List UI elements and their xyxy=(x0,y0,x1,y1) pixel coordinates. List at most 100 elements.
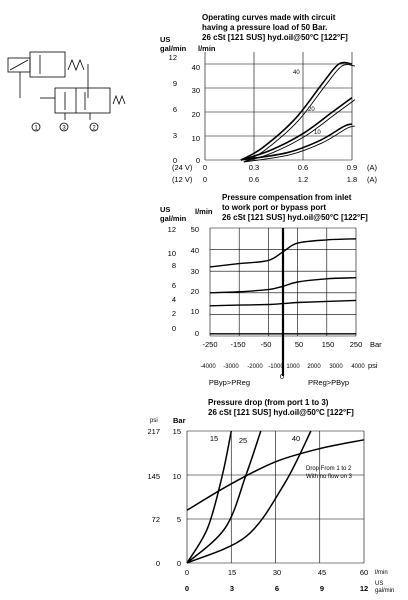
chart2-title-line2: to work port or bypass port xyxy=(222,203,326,212)
chart3-x-lmin-tick: 30 xyxy=(273,568,281,577)
chart3-title-line2: 26 cSt [121 SUS] hyd.oil@50°C [122°F] xyxy=(208,408,354,417)
spool-block xyxy=(54,87,111,114)
chart1-yleft-tick: 9 xyxy=(173,79,177,88)
chart1-x-secondary-tick: 1.2 xyxy=(298,175,308,184)
chart3-ypsi-tick: 145 xyxy=(147,472,160,481)
pressure-drop-chart: Pressure drop (from port 1 to 3) 26 cSt … xyxy=(147,398,394,594)
chart2-yright-tick: 30 xyxy=(191,267,199,276)
chart3-ybar-tick: 15 xyxy=(173,427,181,436)
chart2-x-psi-tick: -2000 xyxy=(247,364,263,370)
chart3-ybar-tick: 10 xyxy=(173,472,181,481)
port-circle-3 xyxy=(59,122,69,132)
chart1-series-line xyxy=(240,123,353,161)
chart3-x-gal-tick: 12 xyxy=(360,584,368,593)
chart2-x-psi-tick: -3000 xyxy=(223,364,239,370)
chart2-yright-tick: 50 xyxy=(191,225,199,234)
chart2-yleft-tick: 0 xyxy=(172,324,176,333)
chart3-ylabel-bar: Bar xyxy=(173,416,186,425)
chart3-annotation-line2: With no flow on 3 xyxy=(306,474,353,480)
port-label-2: 2 xyxy=(92,126,96,132)
valve-schematic xyxy=(7,51,126,132)
chart2-left-region-label: PByp>PReg xyxy=(209,378,250,387)
chart2-x-bar-unit: Bar xyxy=(370,340,382,349)
chart2-x-bar-tick: 250 xyxy=(350,340,363,349)
chart3-series-line xyxy=(186,430,262,564)
chart3-x-gal-tick: 3 xyxy=(230,584,234,593)
chart1-ylabel-right: l/min xyxy=(198,44,216,53)
chart3-series-line xyxy=(186,439,365,511)
chart1-x-secondary-tick: 0 xyxy=(203,175,207,184)
chart2-yleft-tick: 4 xyxy=(172,295,176,304)
chart2-x-zero-label: 0 xyxy=(280,372,284,381)
chart2-ylabel-right: l/min xyxy=(195,207,213,216)
chart1-series-line xyxy=(240,96,353,161)
pressure-compensation-chart: Pressure compensation from inlet to work… xyxy=(160,193,382,387)
chart1-ylabel-left-line1: US xyxy=(160,35,170,44)
chart2-x-psi-tick: 1000 xyxy=(286,364,300,370)
chart2-right-region-label: PReg>PByp xyxy=(308,378,349,387)
chart1-title-line1: Operating curves made with circuit xyxy=(202,13,336,22)
chart3-ypsi-tick: 0 xyxy=(156,559,160,568)
chart3-x-lmin-tick: 45 xyxy=(318,568,326,577)
chart1-yleft-tick: 12 xyxy=(169,53,177,62)
chart3-ylabel-psi: psi xyxy=(150,418,158,424)
chart1-title-line3: 26 cSt [121 SUS] hyd.oil@50°C [122°F] xyxy=(202,33,348,42)
chart3-annotation-line1: Drop From 1 to 2 xyxy=(306,466,352,472)
chart1-series-label-10: 10 xyxy=(314,130,321,136)
chart2-x-bar-tick: 50 xyxy=(295,340,303,349)
chart2-yright-tick: 40 xyxy=(191,246,199,255)
chart1-yright-tick: 20 xyxy=(192,110,200,119)
chart2-series-line xyxy=(209,277,357,294)
chart1-ylabel-left-line2: gal/min xyxy=(160,44,187,53)
chart3-series-line xyxy=(186,430,312,564)
chart1-series-label-40: 40 xyxy=(293,70,300,76)
chart2-x-bar-tick: -250 xyxy=(202,340,217,349)
chart1-x-primary-tick: 0.6 xyxy=(298,163,308,172)
chart2-ylabel-left-line2: gal/min xyxy=(160,214,187,223)
chart2-yleft-tick: 8 xyxy=(172,261,176,270)
chart3-x-lmin-unit: l/min xyxy=(375,570,388,576)
chart3-x-gal-tick: 6 xyxy=(275,584,279,593)
port-circle-2 xyxy=(89,122,99,132)
chart2-yright-tick: 10 xyxy=(191,307,199,316)
chart2-title-line3: 26 cSt [121 SUS] hyd.oil@50°C [122°F] xyxy=(222,213,368,222)
chart2-x-bar-tick: -150 xyxy=(230,340,245,349)
chart3-ybar-tick: 5 xyxy=(177,515,181,524)
port-circle-1 xyxy=(31,122,41,132)
chart1-x-primary-unit: (A) xyxy=(367,163,378,172)
chart2-x-psi-tick: -1000 xyxy=(268,364,284,370)
pilot-block xyxy=(29,51,66,78)
chart1-hysteresis-line xyxy=(243,64,356,163)
chart3-x-lmin-tick: 0 xyxy=(185,568,189,577)
chart1-yleft-tick: 6 xyxy=(173,105,177,114)
chart1-x-secondary-unit: (A) xyxy=(367,175,378,184)
chart1-x-secondary-label: (12 V) xyxy=(172,175,193,184)
chart1-hysteresis-line xyxy=(243,125,356,163)
chart2-x-psi-tick: 4000 xyxy=(351,364,365,370)
chart3-title-line1: Pressure drop (from port 1 to 3) xyxy=(208,398,329,407)
chart1-yright-tick: 30 xyxy=(192,86,200,95)
chart1-yright-tick: 10 xyxy=(192,134,200,143)
chart1-yleft-tick: 0 xyxy=(173,156,177,165)
chart2-yleft-tick: 2 xyxy=(172,309,176,318)
chart3-ypsi-tick: 217 xyxy=(147,427,160,436)
operating-curves-chart: Operating curves made with circuit havin… xyxy=(160,13,378,184)
chart3-x-lmin-tick: 60 xyxy=(360,568,368,577)
port-label-3: 3 xyxy=(62,126,66,132)
chart1-series-label-20: 20 xyxy=(308,107,315,113)
chart2-x-psi-tick: 2000 xyxy=(307,364,321,370)
chart2-yright-tick: 20 xyxy=(191,287,199,296)
chart2-yleft-tick: 6 xyxy=(172,281,176,290)
chart2-title-line1: Pressure compensation from inlet xyxy=(222,193,352,202)
chart3-x-gal-unit-line2: gal/min xyxy=(375,588,394,594)
chart1-yright-tick: 0 xyxy=(196,156,200,165)
chart1-x-primary-label: (24 V) xyxy=(172,163,193,172)
chart1-hysteresis-line xyxy=(243,99,356,163)
chart3-ybar-tick: 0 xyxy=(177,559,181,568)
chart3-ypsi-tick: 72 xyxy=(152,515,160,524)
chart1-x-secondary-tick: 1.8 xyxy=(347,175,357,184)
chart3-x-gal-tick: 0 xyxy=(185,584,189,593)
chart3-x-gal-tick: 9 xyxy=(320,584,324,593)
chart3-series-label-15: 15 xyxy=(210,434,218,443)
